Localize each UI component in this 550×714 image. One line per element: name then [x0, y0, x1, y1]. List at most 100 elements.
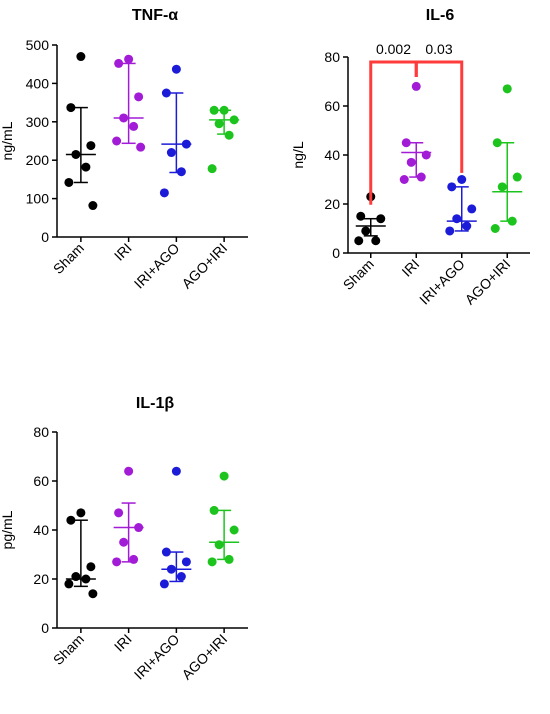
- x-tick-label: AGO+IRI: [178, 240, 230, 292]
- series-group: [112, 466, 144, 567]
- y-tick-label: 40: [324, 147, 340, 163]
- x-tick-label: Sham: [340, 256, 377, 293]
- data-point: [159, 579, 169, 589]
- x-tick-label: AGO+IRI: [178, 631, 230, 683]
- data-point: [166, 148, 176, 158]
- x-tick-label: IRI: [111, 240, 135, 264]
- data-point: [219, 471, 229, 481]
- data-point: [214, 119, 224, 129]
- chart-title: TNF-α: [132, 7, 178, 24]
- data-point: [86, 562, 96, 572]
- x-tick-label: IRI+AGO: [131, 240, 183, 292]
- data-point: [492, 138, 502, 148]
- x-tick-label: IRI+AGO: [416, 256, 468, 308]
- y-tick-label: 0: [332, 245, 340, 261]
- y-tick-label: 300: [26, 114, 50, 130]
- series-group: [64, 52, 98, 211]
- x-tick-label: IRI+AGO: [131, 631, 183, 683]
- data-point: [209, 105, 219, 115]
- data-point: [66, 515, 76, 525]
- data-point: [124, 54, 134, 64]
- data-point: [134, 92, 144, 102]
- data-point: [159, 188, 169, 198]
- data-point: [209, 505, 219, 515]
- data-point: [124, 466, 134, 476]
- data-point: [76, 508, 86, 518]
- x-tick-label: Sham: [50, 631, 87, 668]
- data-point: [129, 554, 139, 564]
- data-point: [399, 175, 409, 184]
- chart-title: IL-6: [426, 7, 455, 24]
- series-group: [354, 192, 386, 246]
- data-point: [361, 226, 371, 236]
- data-point: [219, 105, 229, 115]
- data-point: [114, 508, 124, 518]
- data-point: [207, 164, 217, 174]
- data-point: [176, 167, 186, 177]
- data-point: [66, 103, 76, 113]
- data-point: [214, 540, 224, 550]
- series-group: [64, 508, 98, 599]
- series-group: [159, 64, 192, 198]
- data-point: [421, 150, 431, 160]
- data-point: [166, 564, 176, 574]
- data-point: [176, 572, 186, 582]
- data-point: [371, 236, 381, 246]
- series-group: [159, 466, 192, 589]
- data-point: [416, 172, 426, 182]
- data-point: [86, 141, 96, 151]
- data-point: [462, 221, 472, 231]
- data-point: [512, 172, 522, 182]
- data-point: [119, 113, 129, 123]
- data-point: [112, 136, 122, 146]
- y-tick-label: 20: [324, 196, 340, 212]
- y-tick-label: 0: [41, 620, 49, 636]
- y-tick-label: 40: [33, 522, 49, 538]
- y-tick-label: 200: [26, 152, 50, 168]
- data-point: [181, 557, 191, 567]
- significance-bracket: [414, 60, 464, 173]
- data-point: [76, 52, 86, 62]
- data-point: [88, 589, 98, 599]
- significance-label: 0.002: [376, 41, 411, 57]
- data-point: [81, 574, 91, 584]
- data-point: [447, 182, 457, 192]
- data-point: [356, 211, 366, 221]
- x-tick-label: IRI: [398, 256, 422, 280]
- chart-panel: TNF-α 0 100 200 300 400 500 ng/mL Sham IRIIRI+AGO…: [0, 7, 248, 292]
- data-point: [224, 554, 234, 564]
- significance-bracket: [369, 60, 418, 205]
- significance-label: 0.03: [425, 41, 452, 57]
- y-tick-label: 0: [41, 229, 49, 245]
- data-point: [64, 579, 74, 589]
- data-point: [119, 537, 129, 547]
- data-point: [114, 58, 124, 68]
- y-tick-label: 500: [26, 37, 50, 53]
- y-tick-label: 60: [33, 473, 49, 489]
- data-point: [229, 115, 239, 125]
- y-tick-label: 60: [324, 98, 340, 114]
- data-point: [406, 157, 416, 167]
- series-group: [207, 105, 240, 174]
- x-tick-label: Sham: [50, 240, 87, 277]
- data-point: [445, 226, 455, 236]
- y-axis-label: ng/mL: [0, 121, 15, 160]
- data-point: [497, 182, 507, 192]
- data-point: [88, 201, 98, 211]
- y-axis-label: pg/mL: [0, 510, 15, 549]
- series-group: [490, 84, 523, 233]
- series-group: [399, 81, 432, 184]
- data-point: [171, 466, 181, 476]
- data-point: [507, 216, 517, 226]
- y-tick-label: 20: [33, 571, 49, 587]
- data-point: [64, 177, 74, 187]
- y-tick-label: 80: [324, 49, 340, 65]
- data-point: [452, 214, 462, 224]
- series-group: [445, 175, 477, 236]
- chart-title: IL-1β: [136, 395, 174, 412]
- series-group: [112, 54, 146, 152]
- data-point: [224, 130, 234, 140]
- data-point: [181, 139, 191, 149]
- data-point: [171, 64, 181, 74]
